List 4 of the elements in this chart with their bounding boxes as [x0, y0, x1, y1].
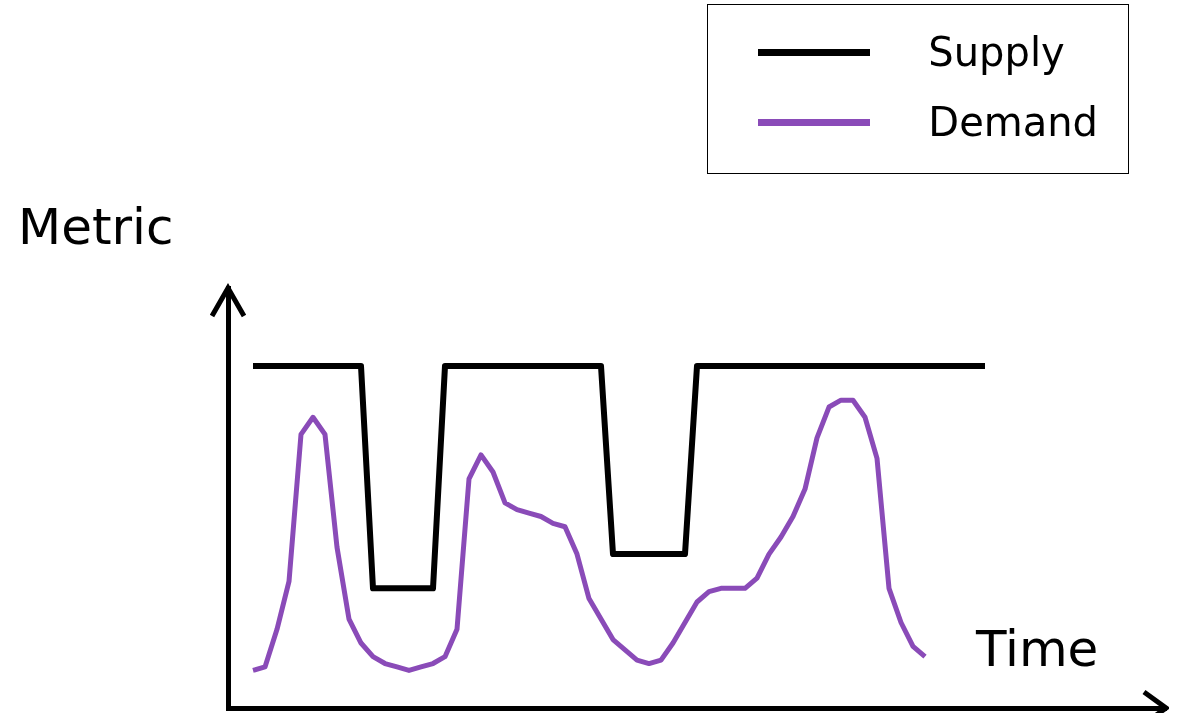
legend-label: Demand [928, 99, 1098, 145]
y-axis-title: Metric [18, 198, 174, 256]
x-axis-title: Time [976, 620, 1099, 678]
legend-label: Supply [928, 29, 1065, 75]
